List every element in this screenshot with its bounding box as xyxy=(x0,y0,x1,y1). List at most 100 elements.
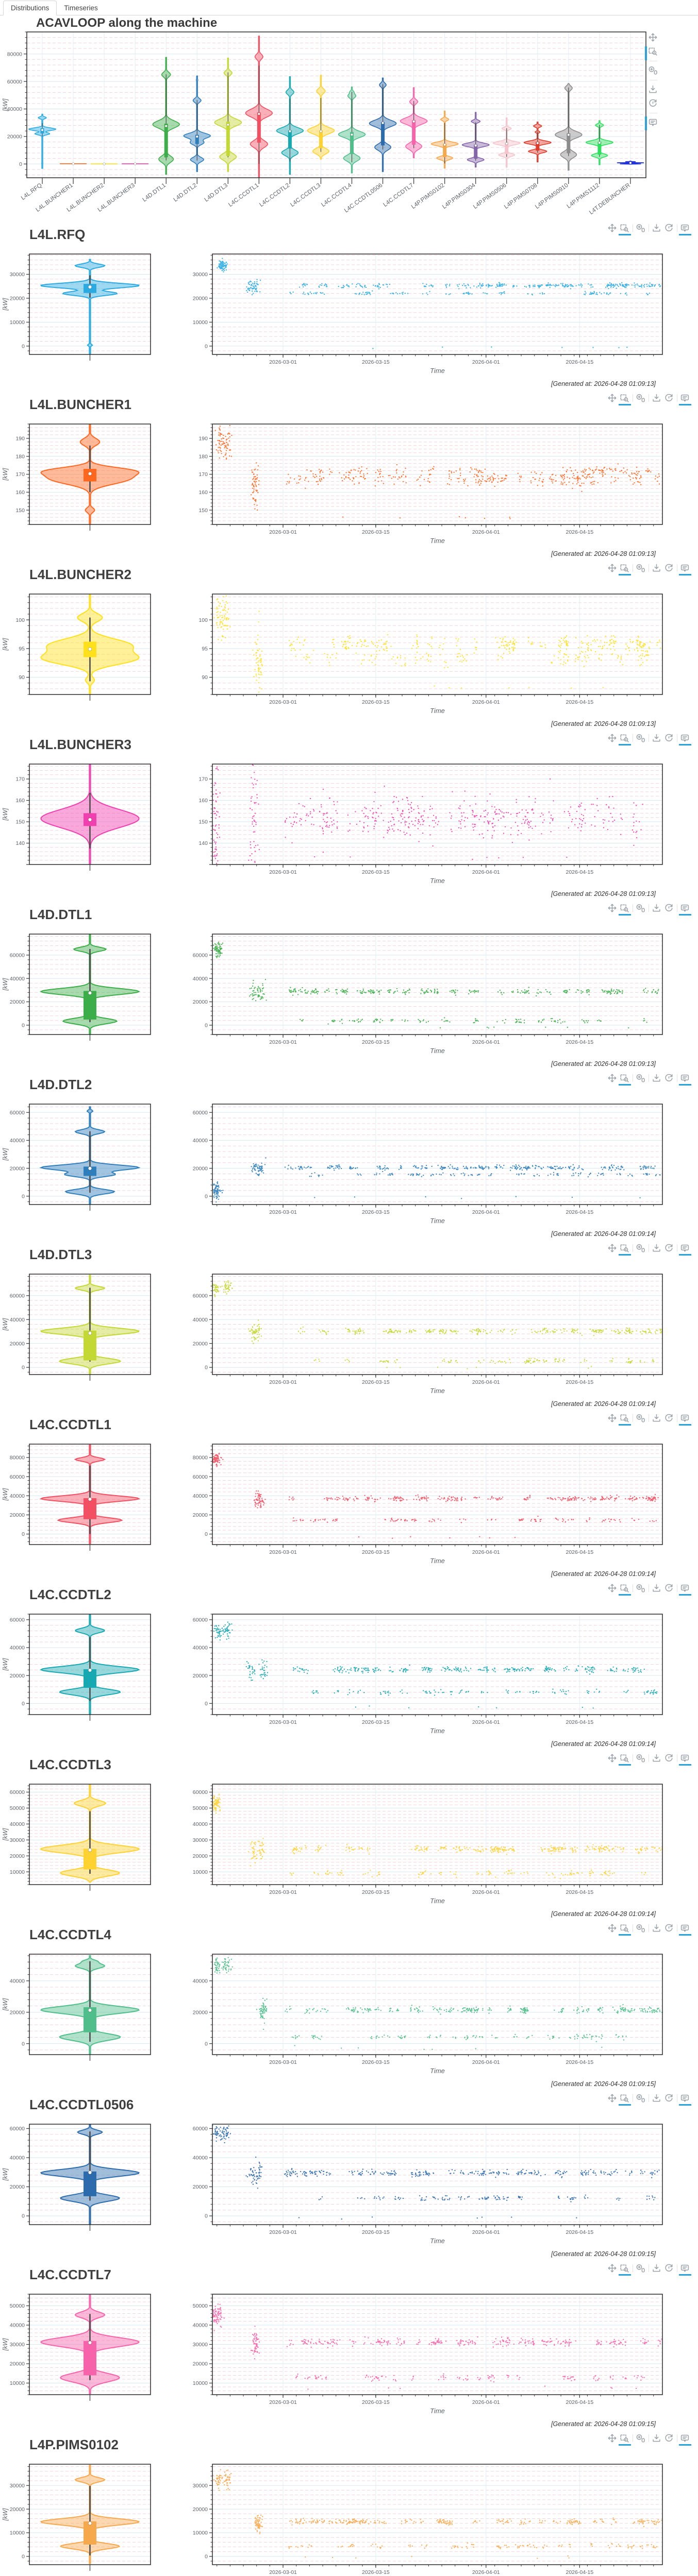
tool-wheel-zoom[interactable] xyxy=(636,1414,645,1426)
tool-wheel-zoom[interactable] xyxy=(636,564,645,575)
tool-pan[interactable] xyxy=(608,394,617,405)
tool-pan[interactable] xyxy=(608,734,617,745)
tool-box-zoom[interactable] xyxy=(619,2094,631,2106)
tool-reset[interactable] xyxy=(664,1754,674,1766)
tool-hover[interactable] xyxy=(679,394,691,405)
tool-save[interactable] xyxy=(652,1074,661,1086)
tool-box-zoom[interactable] xyxy=(619,1754,631,1766)
tool-pan[interactable] xyxy=(608,1244,617,1256)
tool-box-zoom[interactable] xyxy=(619,904,631,916)
violin-plot[interactable]: 0 20000 40000 60000 80000 [kW] xyxy=(0,1440,160,1557)
tool-hover[interactable] xyxy=(679,1754,691,1766)
tool-hover[interactable] xyxy=(679,1414,691,1426)
tool-wheel-zoom[interactable] xyxy=(636,224,645,235)
tool-hover[interactable] xyxy=(679,2434,691,2446)
tool-save[interactable] xyxy=(652,2094,661,2106)
tool-box-zoom[interactable] xyxy=(619,224,631,235)
tool-wheel-zoom[interactable] xyxy=(636,2264,645,2276)
tool-box-zoom[interactable] xyxy=(619,1244,631,1256)
tool-wheel-zoom[interactable] xyxy=(636,904,645,916)
tool-wheel-zoom[interactable] xyxy=(636,1754,645,1766)
tool-hover[interactable] xyxy=(649,118,658,127)
tool-hover[interactable] xyxy=(679,564,691,575)
tool-wheel-zoom[interactable] xyxy=(636,734,645,745)
violin-plot[interactable]: 0 20000 40000 60000 [kW] xyxy=(0,930,160,1047)
timeseries-plot[interactable]: 10000 20000 30000 40000 50000 60000 2026-03-01… xyxy=(170,1780,698,1906)
violin-plot[interactable]: 0 20000 40000 60000 [kW] xyxy=(0,2120,160,2238)
tool-pan[interactable] xyxy=(608,2434,617,2446)
tool-pan[interactable] xyxy=(608,1924,617,1936)
tool-save[interactable] xyxy=(649,85,658,94)
violin-plot[interactable]: 0 20000 40000 60000 [kW] xyxy=(0,1270,160,1387)
tool-pan[interactable] xyxy=(608,1074,617,1086)
overview-violin-chart[interactable]: 020000400006000080000[kW]L4L.RFQL4L.BUNC… xyxy=(0,29,698,216)
tool-pan[interactable] xyxy=(608,564,617,575)
tool-box-zoom[interactable] xyxy=(619,734,631,745)
tool-save[interactable] xyxy=(652,1414,661,1426)
tool-wheel-zoom[interactable] xyxy=(636,2434,645,2446)
violin-plot[interactable]: 0 20000 40000 [kW] xyxy=(0,1950,160,2067)
violin-plot[interactable]: 0 20000 40000 60000 [kW] xyxy=(0,1610,160,1727)
violin-plot[interactable]: 150 160 170 180 190 [kW] xyxy=(0,420,160,537)
tool-pan[interactable] xyxy=(649,33,658,42)
tool-pan[interactable] xyxy=(608,1414,617,1426)
tool-reset[interactable] xyxy=(664,904,674,916)
tool-hover[interactable] xyxy=(679,904,691,916)
tool-reset[interactable] xyxy=(664,1244,674,1256)
tool-box-zoom[interactable] xyxy=(619,1584,631,1596)
tool-hover[interactable] xyxy=(679,1074,691,1086)
tool-box-zoom[interactable] xyxy=(619,394,631,405)
tool-save[interactable] xyxy=(652,394,661,405)
tool-reset[interactable] xyxy=(664,1414,674,1426)
violin-plot[interactable]: 0 20000 40000 60000 [kW] xyxy=(0,1100,160,1217)
tool-wheel-zoom[interactable] xyxy=(636,394,645,405)
tool-box-zoom[interactable] xyxy=(619,564,631,575)
tool-hover[interactable] xyxy=(679,1584,691,1596)
tool-reset[interactable] xyxy=(664,564,674,575)
tool-save[interactable] xyxy=(652,1584,661,1596)
tool-hover[interactable] xyxy=(679,224,691,235)
violin-plot[interactable]: 90 95 100 [kW] xyxy=(0,590,160,707)
tool-pan[interactable] xyxy=(608,2264,617,2276)
tool-pan[interactable] xyxy=(608,224,617,235)
tool-hover[interactable] xyxy=(679,2264,691,2276)
tool-reset[interactable] xyxy=(649,99,658,108)
tool-pan[interactable] xyxy=(608,2094,617,2106)
tool-hover[interactable] xyxy=(679,734,691,745)
tool-save[interactable] xyxy=(652,1754,661,1766)
tool-reset[interactable] xyxy=(664,2264,674,2276)
violin-plot[interactable]: 0 10000 20000 30000 [kW] xyxy=(0,250,160,367)
tool-reset[interactable] xyxy=(664,2434,674,2446)
tool-pan[interactable] xyxy=(608,1584,617,1596)
tool-reset[interactable] xyxy=(664,1584,674,1596)
timeseries-plot[interactable]: 0 20000 40000 2026-03-01 2026-03-15 2026-04-0… xyxy=(170,1950,698,2076)
tool-save[interactable] xyxy=(652,224,661,235)
tool-box-zoom[interactable] xyxy=(619,2264,631,2276)
tool-box-zoom[interactable] xyxy=(649,47,658,56)
tool-box-zoom[interactable] xyxy=(619,1414,631,1426)
tool-reset[interactable] xyxy=(664,2094,674,2106)
tool-save[interactable] xyxy=(652,734,661,745)
tool-pan[interactable] xyxy=(608,904,617,916)
tool-save[interactable] xyxy=(652,564,661,575)
tool-box-zoom[interactable] xyxy=(619,1924,631,1936)
tool-save[interactable] xyxy=(652,2434,661,2446)
tool-box-zoom[interactable] xyxy=(619,1074,631,1086)
tool-save[interactable] xyxy=(652,1244,661,1256)
timeseries-plot[interactable]: 140 150 160 170 2026-03-01 2026-03-15 2026-04-… xyxy=(170,760,698,886)
tool-pan[interactable] xyxy=(608,1754,617,1766)
tool-wheel-zoom[interactable] xyxy=(636,1924,645,1936)
tool-wheel-zoom[interactable] xyxy=(636,1074,645,1086)
tab-distributions[interactable]: Distributions xyxy=(3,1,57,15)
tool-wheel-zoom[interactable] xyxy=(636,1584,645,1596)
tool-box-zoom[interactable] xyxy=(619,2434,631,2446)
